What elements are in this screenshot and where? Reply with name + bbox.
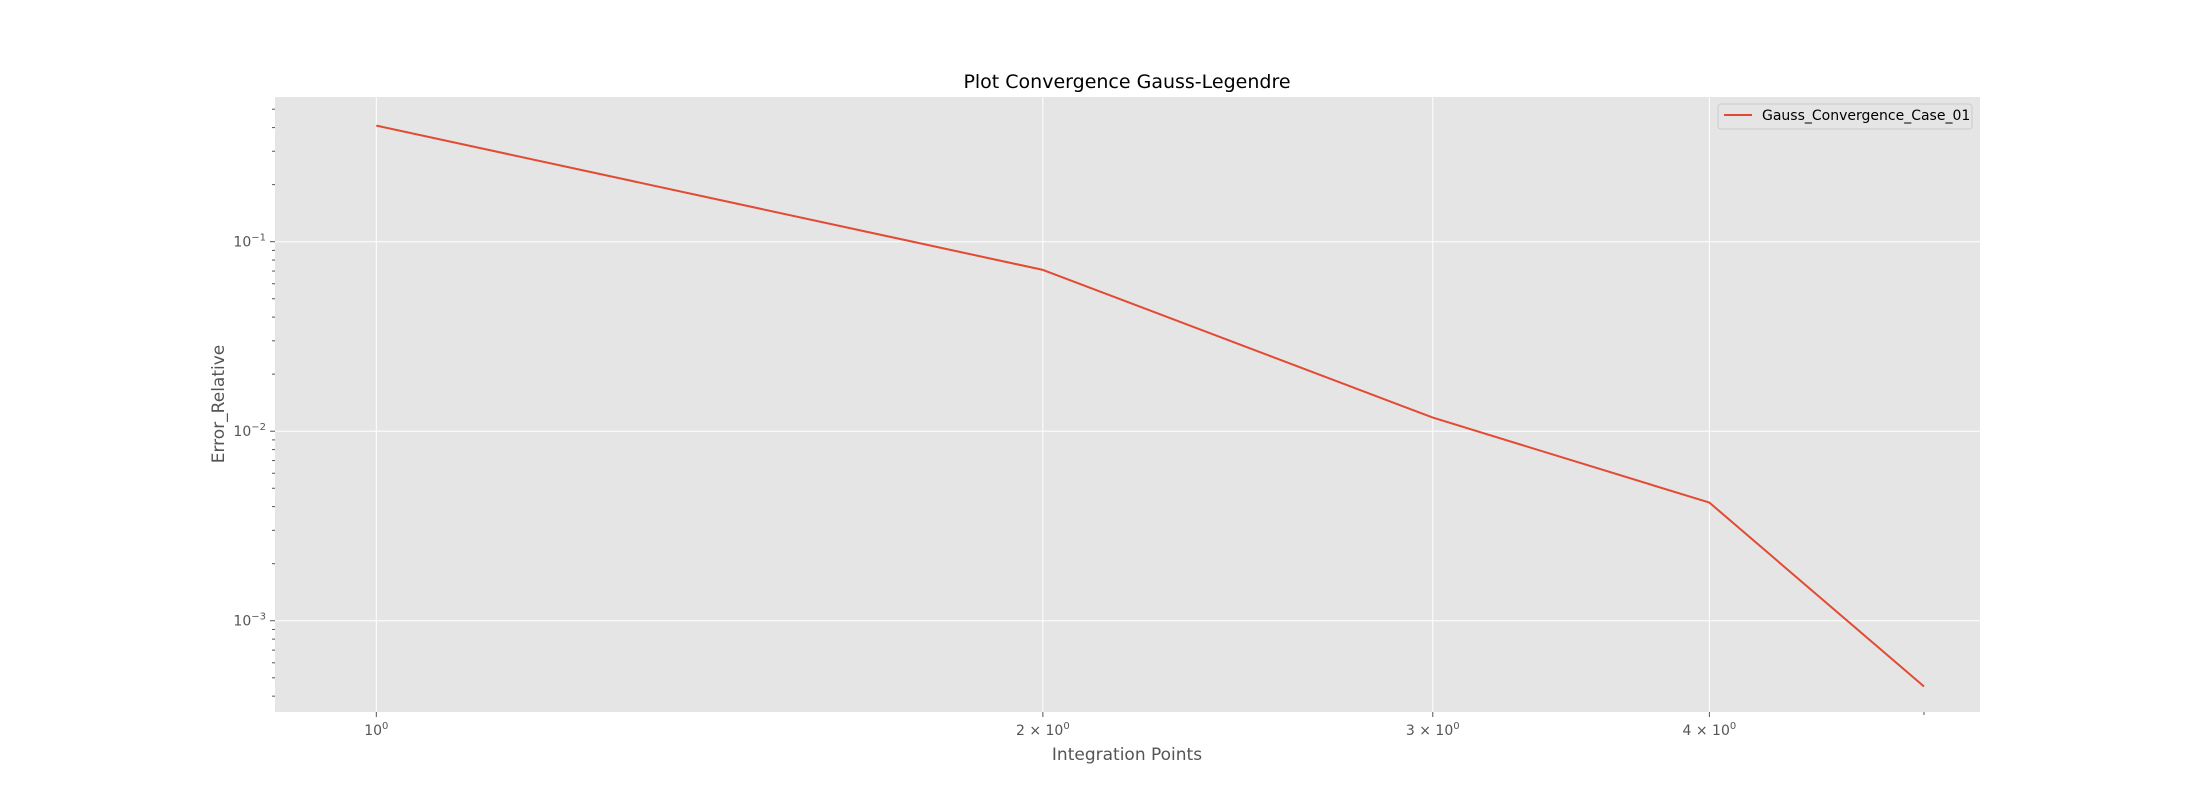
x-tick-label: 100 <box>364 721 388 739</box>
legend-label: Gauss_Convergence_Case_01 <box>1762 108 1970 124</box>
y-axis-label: Error_Relative <box>209 345 229 464</box>
x-axis-ticks: 100 2 × 100 3 × 100 4 × 100 <box>364 712 1736 739</box>
x-tick-label: 3 × 100 <box>1406 721 1460 739</box>
legend-box <box>1717 103 1973 130</box>
grid-lines <box>275 97 1980 712</box>
y-tick-label: 10−2 <box>233 422 266 440</box>
y-axis-ticks: 10−1 10−2 10−3 <box>233 233 275 630</box>
plot-area <box>275 97 1980 712</box>
y-tick-label: 10−1 <box>233 233 266 251</box>
series-line <box>376 124 1925 688</box>
minor-ticks <box>272 108 1925 715</box>
y-tick-label: 10−3 <box>233 612 266 630</box>
x-tick-label: 4 × 100 <box>1683 721 1737 739</box>
legend: Gauss_Convergence_Case_01 <box>1717 103 1973 130</box>
x-tick-label: 2 × 100 <box>1016 721 1070 739</box>
chart-title: Plot Convergence Gauss-Legendre <box>963 71 1290 93</box>
series-layer <box>376 124 1925 688</box>
x-axis-label: Integration Points <box>1052 745 1202 765</box>
